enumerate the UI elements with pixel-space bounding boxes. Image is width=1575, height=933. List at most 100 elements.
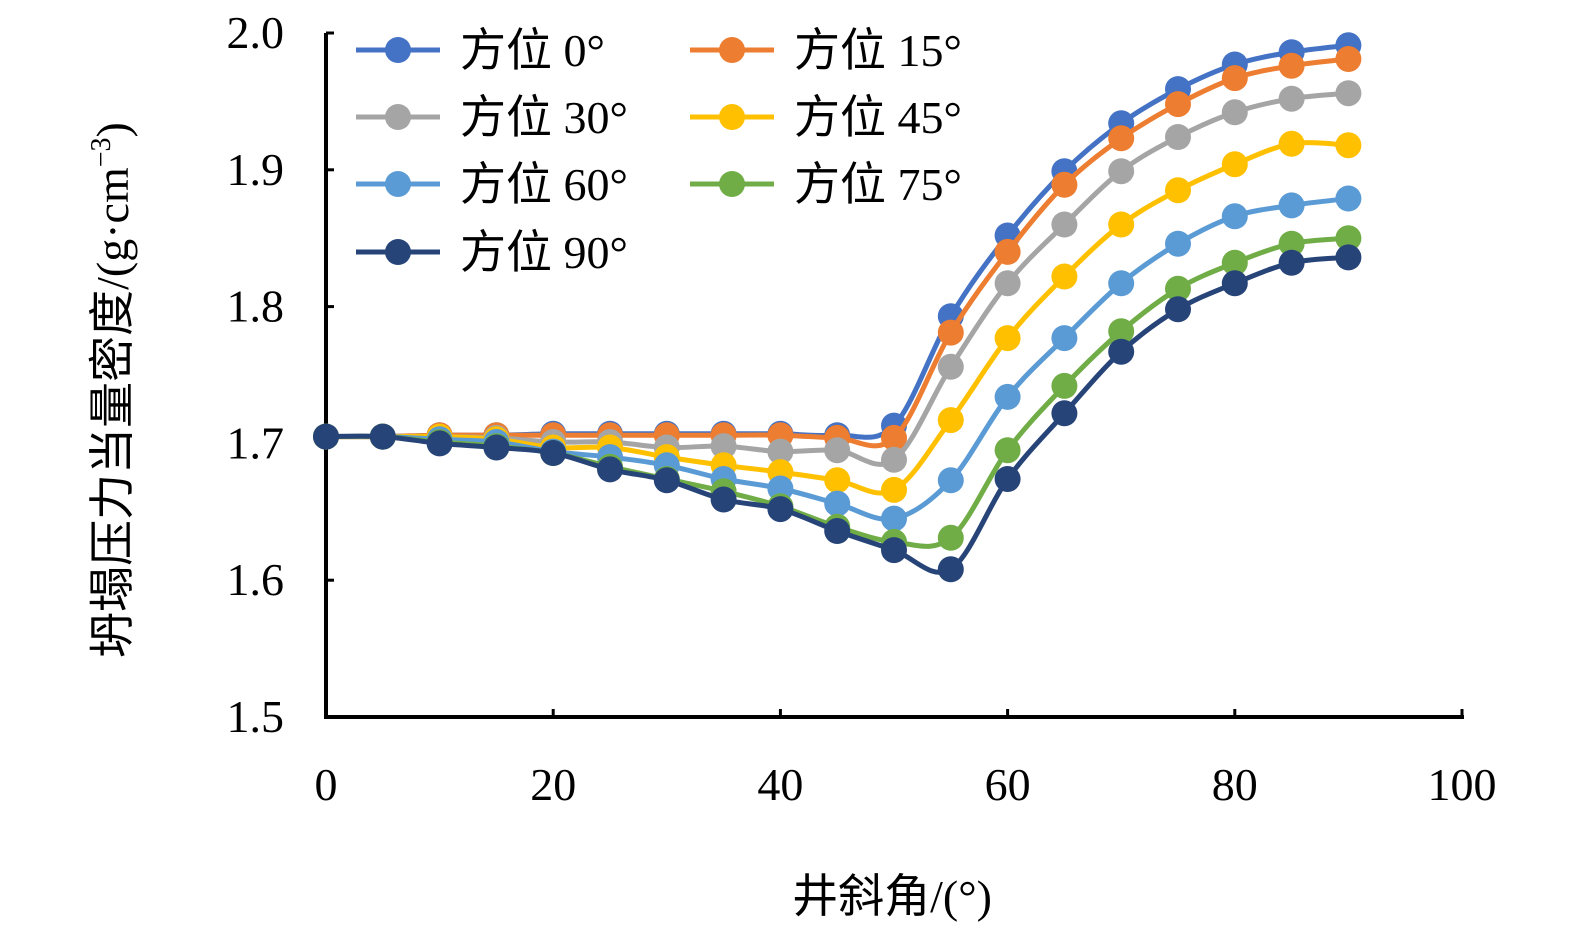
data-point [653, 467, 680, 494]
y-tick-label: 2.0 [227, 7, 285, 58]
data-point [1051, 263, 1078, 290]
x-tick-label: 0 [315, 759, 338, 810]
data-point [881, 537, 907, 564]
legend-swatch-marker [385, 239, 411, 265]
legend-swatch-marker [385, 104, 411, 130]
data-point [937, 407, 964, 434]
data-point [824, 490, 851, 517]
data-point [710, 486, 737, 513]
data-point [824, 467, 851, 494]
data-point [1108, 158, 1135, 185]
data-point [597, 456, 623, 483]
x-tick-label: 40 [757, 759, 803, 810]
legend-label: 方位 60° [460, 159, 628, 210]
data-point [937, 353, 964, 380]
data-point [767, 496, 794, 523]
data-point [1278, 130, 1305, 157]
legend-item: 方位 15° [690, 25, 962, 76]
data-point [937, 319, 964, 346]
y-tick-label: 1.7 [227, 417, 285, 468]
legend-item: 方位 60° [356, 159, 628, 210]
legend-item: 方位 0° [356, 25, 605, 76]
data-point [1051, 211, 1078, 238]
data-point [881, 505, 907, 532]
legend-swatch-marker [385, 171, 411, 197]
x-axis-title: 井斜角/(°) [792, 871, 992, 922]
y-axis-ticks: 1.5 1.6 1.7 1.8 1.9 2.0 [227, 7, 334, 742]
data-point [1165, 91, 1191, 118]
legend-swatch-marker [719, 171, 745, 197]
data-point [369, 423, 396, 450]
data-point [937, 556, 964, 583]
data-point [1335, 46, 1362, 72]
data-point [1221, 203, 1248, 230]
data-point [1221, 151, 1248, 178]
y-axis-title-main: 坍塌压力当量密度/(g·cm [87, 167, 138, 658]
legend-swatch-marker [385, 37, 411, 63]
legend-label: 方位 90° [460, 227, 628, 278]
legend: 方位 0° 方位 15° 方位 30° 方位 45° 方位 60° 方位 75° 方位 90… [356, 25, 962, 278]
data-point [994, 270, 1021, 297]
legend-item: 方位 30° [356, 92, 628, 143]
y-axis-title-superscript: −3 [86, 137, 117, 167]
y-tick-label: 1.5 [227, 691, 285, 742]
y-tick-label: 1.6 [227, 554, 285, 605]
data-point [540, 440, 567, 466]
legend-item: 方位 45° [690, 92, 962, 143]
data-point [1165, 275, 1191, 302]
legend-swatch-marker [719, 104, 745, 130]
data-point [1278, 192, 1305, 219]
legend-label: 方位 30° [460, 92, 628, 143]
data-point [1221, 65, 1248, 92]
data-point [1051, 325, 1078, 352]
data-point [937, 524, 964, 551]
data-point [1108, 211, 1135, 238]
axes [324, 33, 1464, 719]
data-point [1165, 296, 1191, 323]
data-point [1221, 249, 1248, 276]
data-point [994, 437, 1021, 464]
legend-label: 方位 45° [794, 92, 962, 143]
data-point [994, 383, 1021, 410]
legend-swatch-marker [719, 37, 745, 63]
data-point [426, 430, 453, 457]
x-tick-label: 20 [530, 759, 576, 810]
data-point [1278, 230, 1305, 257]
y-tick-label: 1.9 [227, 144, 285, 195]
data-point [313, 423, 339, 450]
data-point [937, 467, 964, 494]
data-point [1108, 125, 1135, 152]
data-point [881, 424, 907, 451]
legend-label: 方位 0° [460, 25, 605, 76]
data-point [824, 437, 851, 464]
data-point [1108, 338, 1135, 365]
data-point [994, 325, 1021, 352]
data-point [1335, 132, 1362, 159]
data-point [1278, 52, 1305, 79]
y-axis-title: 坍塌压力当量密度/(g·cm−3) [86, 122, 138, 658]
data-point [1335, 244, 1362, 271]
x-tick-label: 80 [1212, 759, 1258, 810]
x-axis-ticks: 0 20 40 60 80 100 [315, 709, 1497, 810]
data-point [1051, 400, 1078, 427]
data-point [483, 434, 510, 461]
data-point [1335, 80, 1362, 107]
data-point [1278, 249, 1305, 276]
data-point [767, 438, 794, 465]
plot-area [313, 32, 1362, 583]
data-point [994, 466, 1021, 492]
data-point [1051, 372, 1078, 399]
data-point [710, 433, 737, 460]
series-6 [313, 244, 1362, 583]
data-point [1108, 270, 1135, 297]
data-point [1278, 85, 1305, 112]
data-point [1221, 99, 1248, 126]
legend-item: 方位 75° [690, 159, 962, 210]
x-tick-label: 60 [985, 759, 1031, 810]
legend-item: 方位 90° [356, 227, 628, 278]
legend-label: 方位 15° [794, 25, 962, 76]
data-point [1165, 230, 1191, 257]
data-point [1335, 225, 1362, 252]
data-point [1335, 185, 1362, 212]
